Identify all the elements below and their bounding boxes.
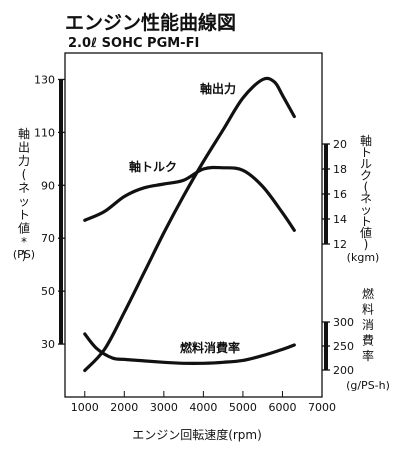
power-tick-label: 70: [41, 232, 55, 245]
fuel-axis-label: 燃料消費率: [362, 286, 374, 363]
torque-axis-label: 軸トルク(ネット値): [360, 134, 372, 252]
fuel-tick-label: 200: [333, 364, 354, 377]
fuel-consumption-curve: [83, 332, 296, 365]
power-tick-label: 130: [34, 73, 55, 86]
x-tick-label: 3000: [150, 401, 178, 414]
x-tick-label: 2000: [110, 401, 138, 414]
fuel-series-label: 燃料消費率: [180, 340, 240, 355]
power-tick-label: 30: [41, 338, 55, 351]
x-tick-label: 5000: [229, 401, 257, 414]
power-axis-label: 軸出力(ネット値*): [18, 127, 30, 263]
power-tick-label: 110: [34, 126, 55, 139]
power-series-label: 軸出力: [200, 81, 236, 96]
x-tick-label: 6000: [268, 401, 296, 414]
power-tick-label: 50: [41, 285, 55, 298]
x-tick-label: 7000: [308, 401, 336, 414]
fuel-tick-label: 300: [333, 316, 354, 329]
power-axis-unit: (PS): [13, 248, 35, 261]
torque-tick-label: 18: [333, 163, 347, 176]
torque-tick-label: 12: [333, 238, 347, 251]
x-axis-label: エンジン回転速度(rpm): [132, 427, 262, 442]
torque-series-label: 軸トルク: [129, 159, 177, 174]
power-curve: [83, 76, 296, 373]
x-tick-label: 1000: [71, 401, 99, 414]
plot-frame: [64, 52, 323, 398]
torque-axis-unit: (kgm): [347, 251, 380, 264]
torque-tick-label: 16: [333, 188, 347, 201]
torque-curve: [83, 165, 296, 232]
chart-title: エンジン性能曲線図: [65, 11, 236, 34]
x-tick-label: 4000: [189, 401, 217, 414]
torque-tick-label: 20: [333, 138, 347, 151]
power-tick-label: 90: [41, 179, 55, 192]
chart-subtitle: 2.0ℓ SOHC PGM-FI: [68, 36, 199, 51]
fuel-tick-label: 250: [333, 340, 354, 353]
torque-tick-label: 14: [333, 213, 347, 226]
fuel-axis-unit: (g/PS-h): [346, 379, 390, 392]
